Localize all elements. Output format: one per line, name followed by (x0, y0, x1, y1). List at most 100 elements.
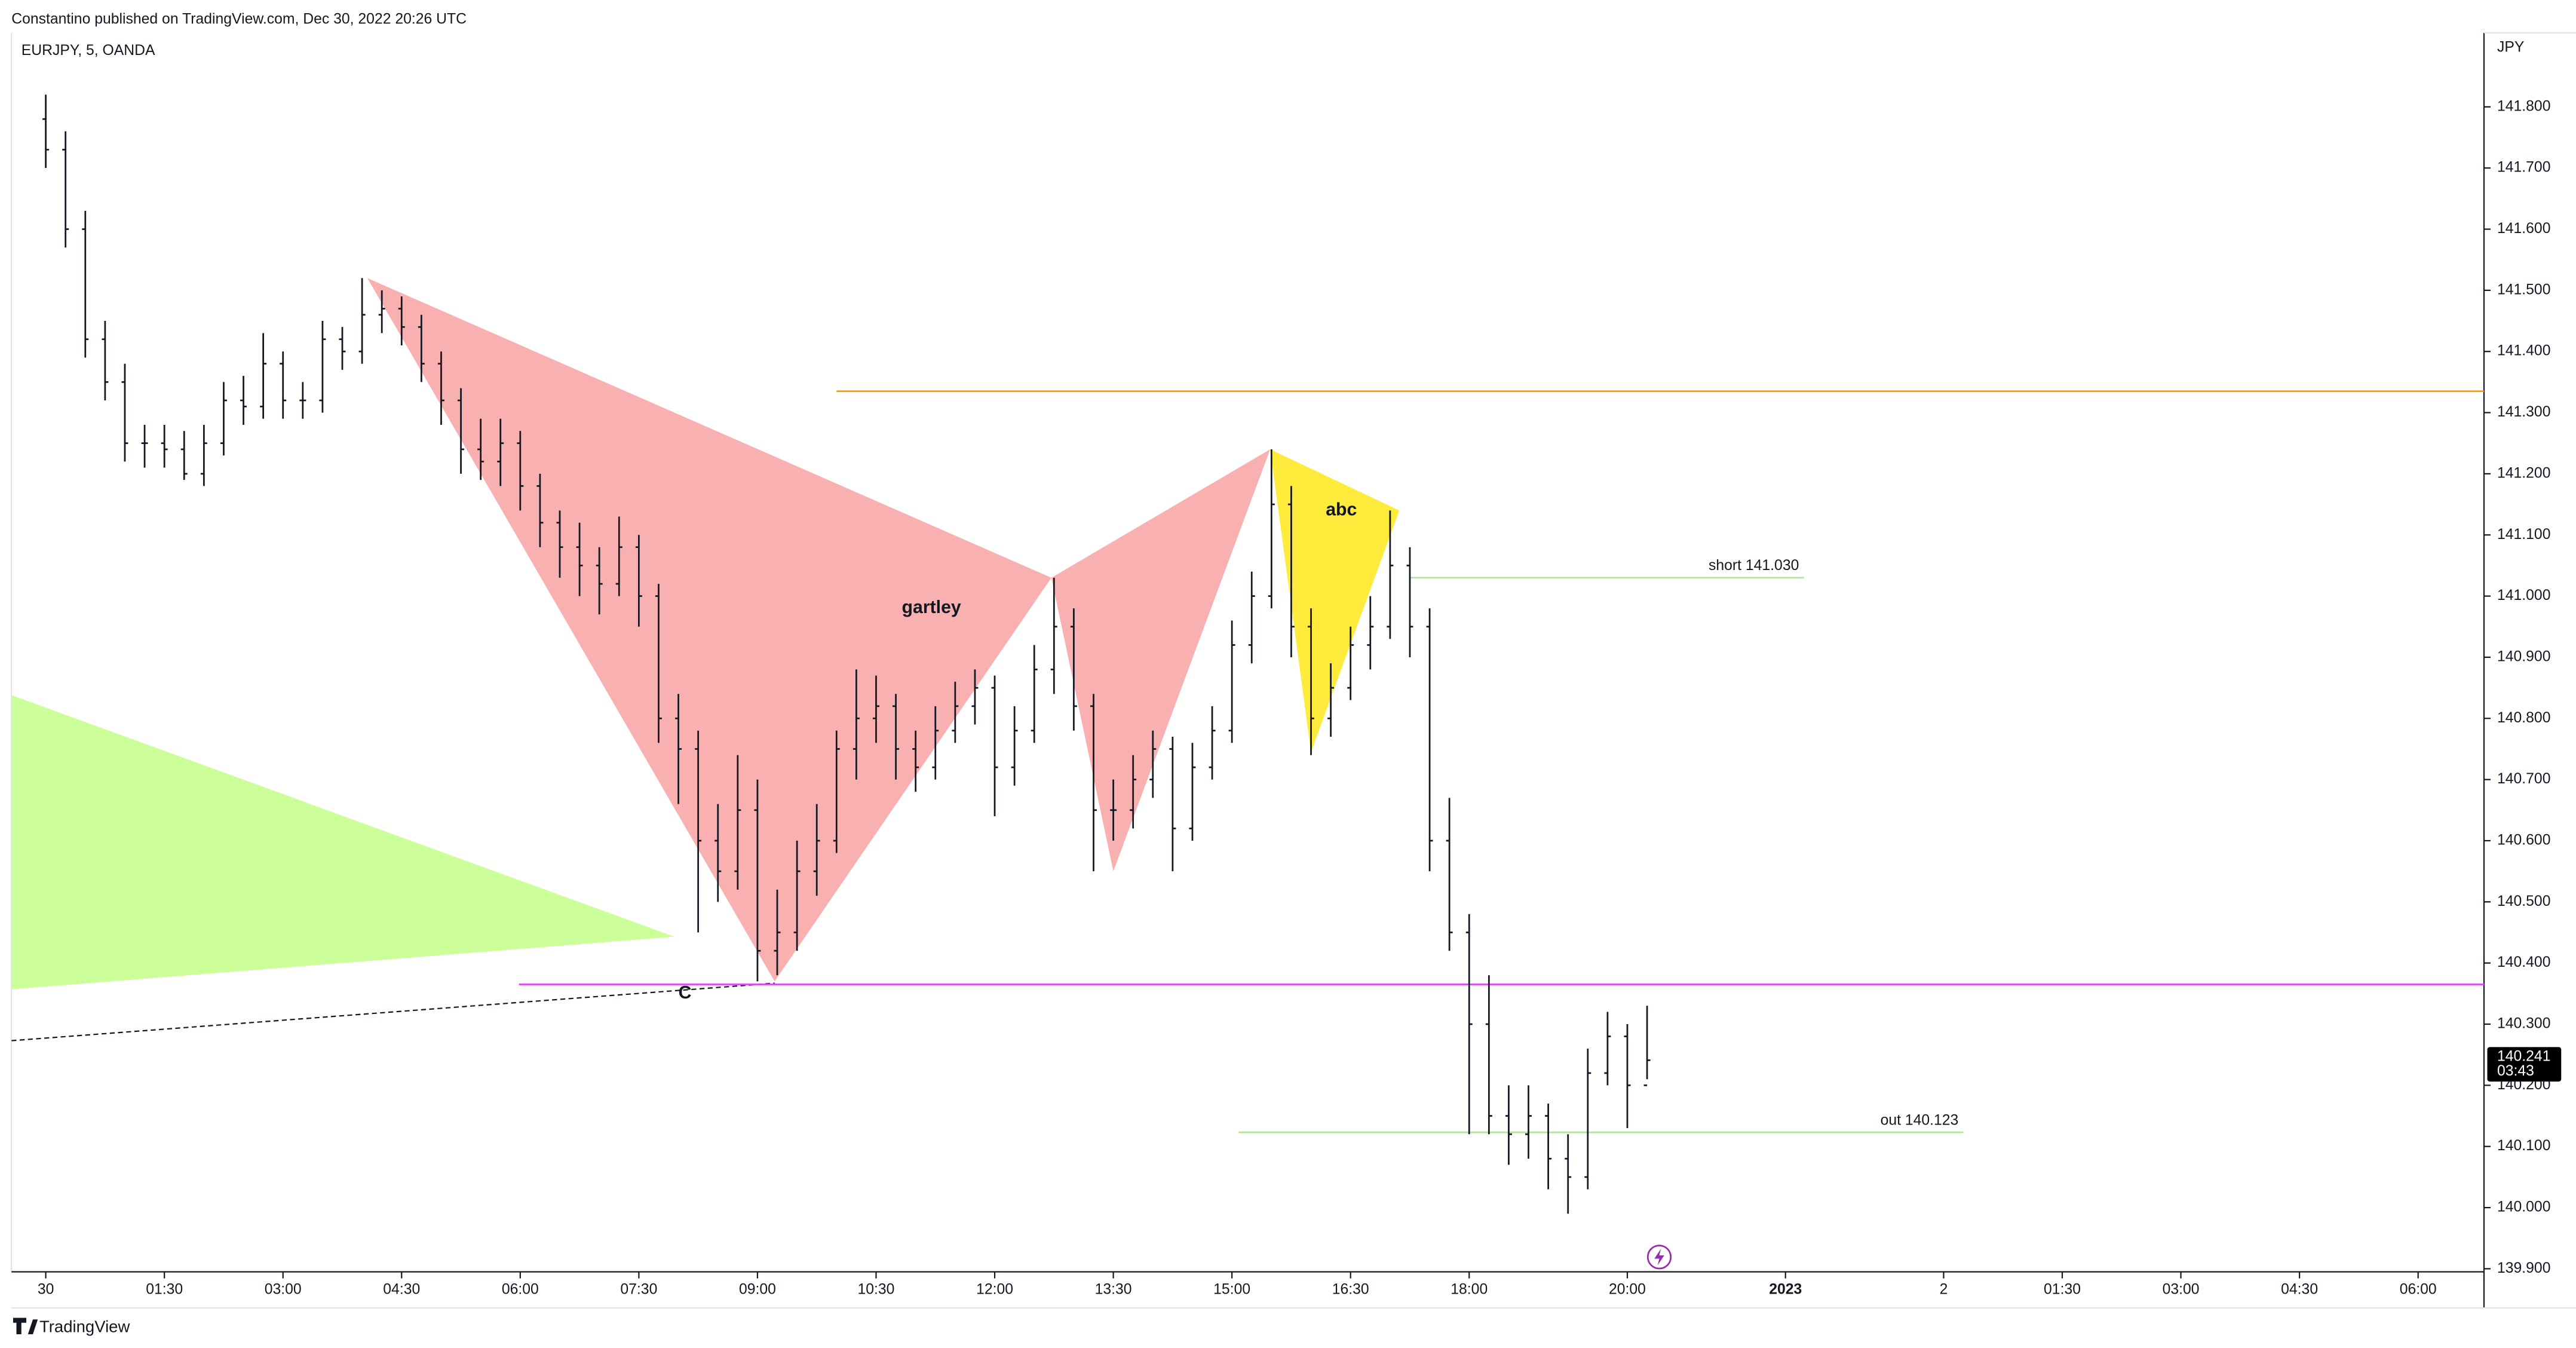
ohlc-bar (1446, 798, 1453, 951)
annotation: gartley (902, 598, 961, 617)
ohlc-bar (1327, 663, 1335, 737)
publisher: Constantino published on TradingView.com… (11, 11, 467, 27)
ohlc-bar (833, 730, 840, 853)
ohlc-bar (556, 510, 563, 578)
x-tick-label: 06:00 (2400, 1281, 2437, 1297)
ohlc-bar (852, 669, 860, 780)
ohlc-bar (62, 131, 69, 248)
level-label: out 140.123 (1881, 1112, 1959, 1128)
ohlc-bar (1070, 608, 1077, 731)
currency: JPY (2497, 39, 2524, 55)
price-tag (2487, 1047, 2562, 1082)
ohlc-bar (1268, 449, 1275, 609)
x-tick-label: 2 (1940, 1281, 1948, 1297)
ohlc-bar (635, 535, 642, 627)
event-icon[interactable] (1646, 1245, 1672, 1270)
ohlc-bar (695, 730, 702, 933)
pattern-shape (1051, 449, 1271, 872)
ohlc-bar (1189, 743, 1196, 841)
ohlc-bar (1209, 706, 1216, 780)
ohlc-bar (200, 425, 207, 486)
ohlc-bar (240, 376, 247, 425)
ohlc-bar (1485, 975, 1492, 1135)
y-tick-label: 140.700 (2497, 771, 2550, 787)
y-tick-label: 141.500 (2497, 281, 2550, 298)
y-tick-label: 140.100 (2497, 1138, 2550, 1154)
ohlc-bar (615, 516, 622, 596)
trend-line (11, 982, 775, 1041)
ohlc-bar (872, 675, 879, 743)
ohlc-bar (655, 584, 662, 743)
x-tick-label: 15:00 (1213, 1281, 1250, 1297)
ohlc-bar (141, 425, 148, 468)
y-tick-label: 141.400 (2497, 343, 2550, 359)
x-tick-label: 04:30 (2281, 1281, 2318, 1297)
ohlc-bar (1287, 486, 1295, 657)
ohlc-bar (576, 522, 583, 596)
ohlc-bar (1367, 596, 1374, 670)
ohlc-bar (1031, 645, 1038, 743)
ohlc-bar (1624, 1024, 1631, 1128)
x-tick-label: 18:00 (1450, 1281, 1488, 1297)
ohlc-bar (893, 694, 900, 780)
price-tag-value: 140.241 (2497, 1048, 2550, 1064)
y-tick-label: 141.100 (2497, 526, 2550, 543)
ohlc-bar (1130, 755, 1137, 829)
ohlc-bar (774, 889, 781, 976)
ohlc-bar (260, 333, 267, 419)
x-tick-label: 20:00 (1609, 1281, 1646, 1297)
ohlc-bar (813, 804, 820, 896)
y-tick-label: 141.000 (2497, 587, 2550, 603)
ohlc-bar (102, 321, 109, 401)
annotation: C (679, 983, 692, 1003)
ohlc-bar (1228, 620, 1235, 743)
y-tick-label: 141.600 (2497, 220, 2550, 237)
ohlc-bar (1050, 577, 1057, 694)
ohlc-bar (1604, 1012, 1611, 1086)
ohlc-bar (1426, 608, 1433, 872)
ohlc-bar (180, 431, 188, 480)
ohlc-bar (1110, 779, 1117, 841)
y-tick-label: 140.500 (2497, 893, 2550, 909)
y-tick-label: 140.900 (2497, 648, 2550, 664)
ohlc-bar (932, 706, 939, 780)
ohlc-bar (1347, 626, 1354, 700)
x-tick-label: 03:00 (265, 1281, 302, 1297)
ohlc-bar (161, 425, 168, 468)
y-tick-label: 140.800 (2497, 710, 2550, 726)
plot-area (11, 94, 2484, 1214)
ohlc-bar (596, 547, 603, 615)
x-tick-label: 2023 (1769, 1281, 1802, 1297)
ohlc-bar (1643, 1006, 1651, 1086)
ohlc-bar (1169, 736, 1176, 872)
y-tick-label: 141.700 (2497, 160, 2550, 176)
ohlc-bar (517, 431, 524, 511)
level-label: short 141.030 (1709, 557, 1799, 574)
ohlc-bar (358, 278, 366, 364)
y-tick-label: 141.300 (2497, 404, 2550, 420)
x-tick-label: 16:30 (1332, 1281, 1369, 1297)
ohlc-bar (82, 210, 89, 358)
ohlc-bar (1545, 1104, 1552, 1190)
y-tick-label: 140.600 (2497, 832, 2550, 848)
ohlc-bar (1565, 1134, 1572, 1214)
pattern-shape (367, 278, 1051, 982)
ohlc-bar (1387, 510, 1394, 639)
ohlc-bar (398, 296, 405, 345)
ohlc-bar (675, 694, 682, 804)
ohlc-bar (1584, 1048, 1591, 1190)
ohlc-bar (42, 94, 50, 168)
ohlc-bar (477, 418, 484, 480)
x-tick-label: 03:00 (2163, 1281, 2200, 1297)
ohlc-bar (1525, 1085, 1532, 1159)
x-tick-label: 01:30 (146, 1281, 183, 1297)
ohlc-bar (1406, 547, 1413, 657)
ohlc-bar (734, 755, 741, 890)
x-tick-label: 06:00 (502, 1281, 539, 1297)
x-tick-label: 13:30 (1095, 1281, 1132, 1297)
y-tick-label: 141.800 (2497, 98, 2550, 114)
ohlc-bar (971, 669, 979, 725)
ohlc-bar (1248, 571, 1255, 664)
y-tick-label: 140.000 (2497, 1199, 2550, 1215)
